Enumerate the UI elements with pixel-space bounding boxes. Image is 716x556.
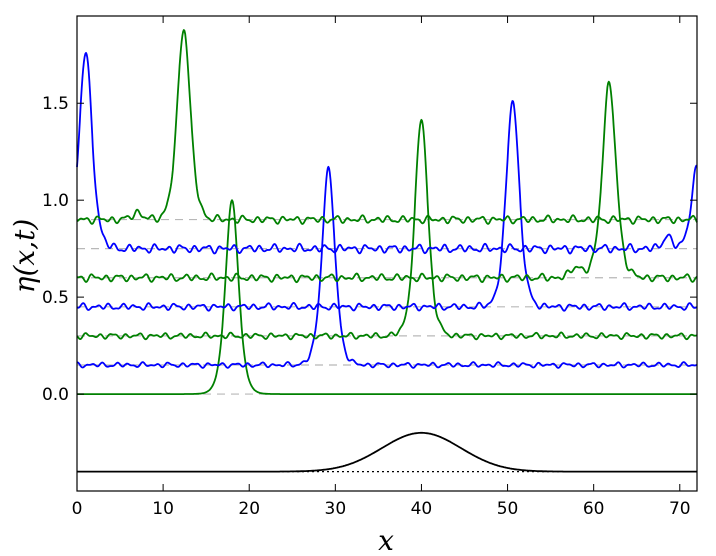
wave-series-line bbox=[76, 100, 698, 312]
wave-series-line bbox=[76, 29, 698, 225]
x-tick-label: 40 bbox=[411, 499, 433, 519]
wave-series-line bbox=[76, 118, 698, 341]
axes: 0 10 20 30 40 50 60 70 0.0 0.5 1.0 1.5 bbox=[42, 15, 698, 519]
y-tick-label: 1.0 bbox=[42, 191, 69, 211]
x-tick-label: 0 bbox=[72, 499, 83, 519]
x-tick-label: 50 bbox=[497, 499, 519, 519]
x-tick-label: 70 bbox=[669, 499, 691, 519]
wave-series-line bbox=[76, 165, 698, 369]
plot-area bbox=[76, 29, 698, 473]
x-tick-label: 10 bbox=[152, 499, 174, 519]
y-axis-label: η(x,t) bbox=[8, 219, 41, 294]
plot-frame bbox=[76, 15, 698, 492]
x-tick-label: 30 bbox=[325, 499, 347, 519]
y-tick-label: 1.5 bbox=[42, 94, 69, 114]
y-tick-label: 0.5 bbox=[42, 288, 69, 308]
y-tick-label: 0.0 bbox=[42, 385, 69, 405]
x-axis-label: x bbox=[378, 524, 394, 556]
bathymetry-curve bbox=[77, 431, 697, 473]
x-tick-label: 60 bbox=[583, 499, 605, 519]
x-tick-label: 20 bbox=[238, 499, 260, 519]
wave-series-line bbox=[76, 80, 698, 284]
wave-series-line bbox=[76, 52, 698, 255]
wave-series-line bbox=[76, 199, 698, 396]
